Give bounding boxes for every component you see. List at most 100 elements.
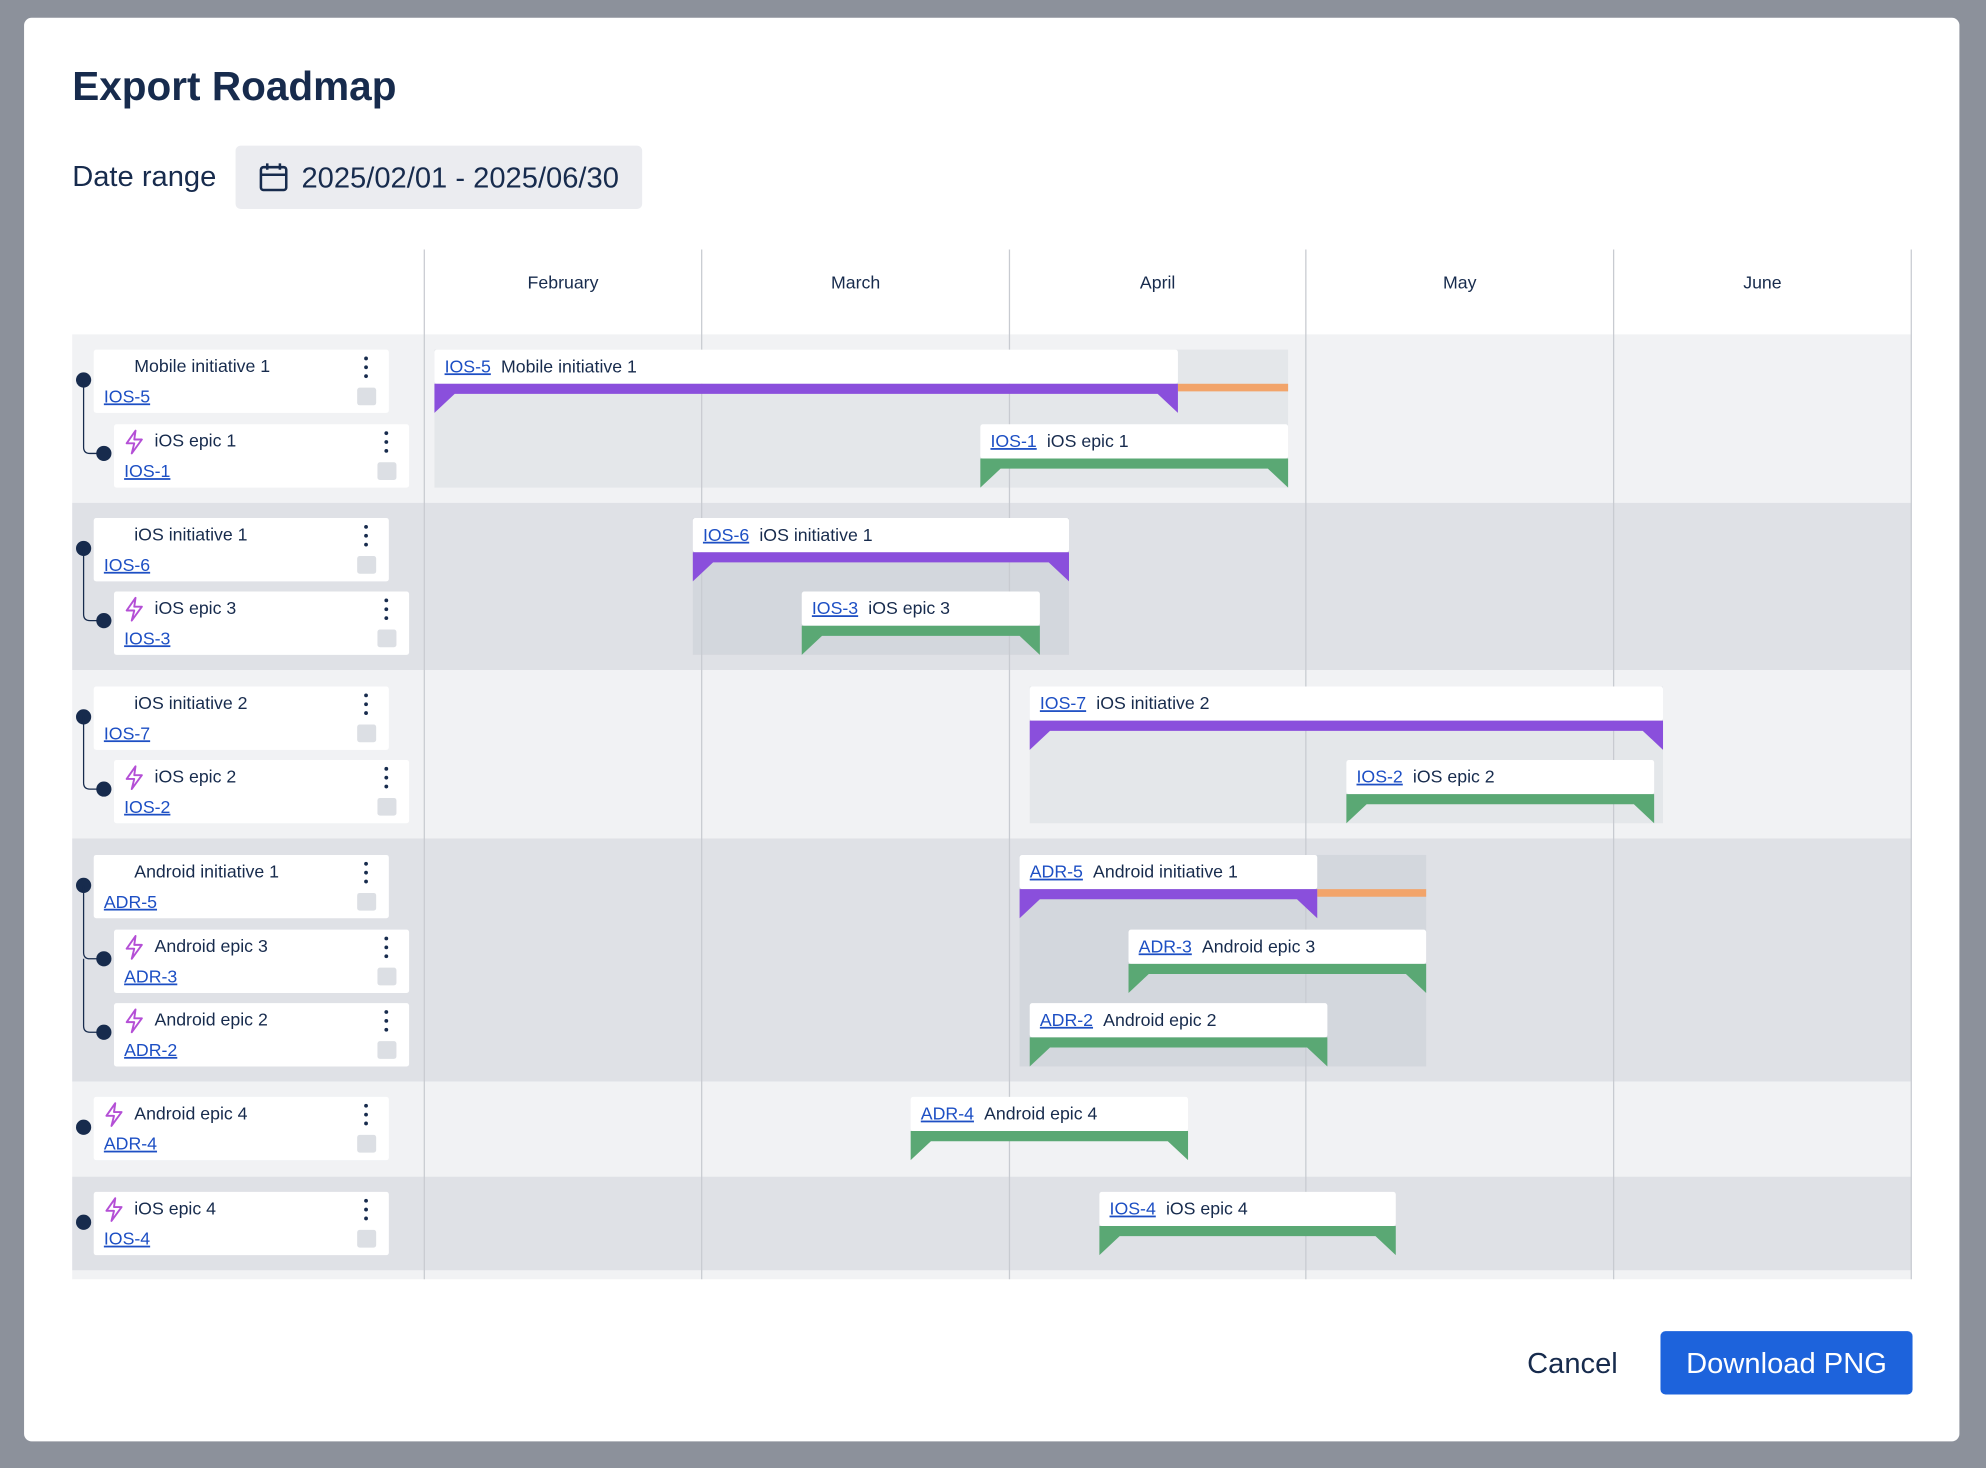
- tree-connector: [82, 547, 99, 622]
- bar-name: iOS initiative 1: [759, 524, 872, 544]
- month-label: March: [831, 272, 880, 292]
- select-box[interactable]: [377, 629, 397, 648]
- menu-dot: [384, 775, 389, 780]
- cancel-button[interactable]: Cancel: [1506, 1331, 1639, 1394]
- select-box[interactable]: [357, 387, 377, 406]
- expand-toggle[interactable]: [96, 1024, 112, 1040]
- menu-dot: [384, 607, 389, 612]
- item-key[interactable]: IOS-7: [104, 723, 150, 743]
- bar-key[interactable]: IOS-4: [1110, 1198, 1156, 1218]
- timeline-bar: [1029, 720, 1664, 750]
- item-key[interactable]: IOS-5: [104, 386, 150, 406]
- bar-key[interactable]: ADR-2: [1040, 1010, 1093, 1030]
- menu-dot: [364, 374, 368, 379]
- bar-name: Android initiative 1: [1093, 861, 1238, 881]
- item-name: Android epic 4: [134, 1103, 247, 1123]
- expand-toggle[interactable]: [96, 445, 112, 462]
- expand-toggle[interactable]: [96, 613, 112, 629]
- select-box[interactable]: [357, 1229, 377, 1248]
- bar-text: IOS-5 Mobile initiative 1: [445, 356, 637, 376]
- menu-dot: [364, 711, 368, 715]
- bar-key[interactable]: ADR-3: [1139, 936, 1192, 956]
- item-key[interactable]: IOS-1: [124, 461, 170, 481]
- bar-extension: [1177, 383, 1289, 392]
- menu-dot: [384, 598, 389, 603]
- bar-key[interactable]: IOS-6: [703, 524, 749, 544]
- bar-name: Mobile initiative 1: [501, 356, 637, 376]
- bar-key[interactable]: IOS-1: [990, 431, 1036, 451]
- expand-toggle[interactable]: [96, 951, 112, 967]
- header-row: [72, 249, 1912, 335]
- item-key[interactable]: ADR-2: [124, 1040, 177, 1060]
- item-key[interactable]: IOS-2: [124, 797, 170, 817]
- epic-icon: [125, 429, 143, 455]
- item-card: [93, 1191, 389, 1256]
- bar-label-box: [1099, 1191, 1396, 1227]
- bar-label-box: [980, 424, 1289, 459]
- expand-toggle[interactable]: [96, 781, 112, 797]
- item-key[interactable]: IOS-4: [104, 1229, 150, 1249]
- menu-dot: [364, 879, 368, 884]
- bar-text: IOS-1 iOS epic 1: [990, 431, 1128, 451]
- select-box[interactable]: [377, 1041, 397, 1059]
- select-box[interactable]: [357, 556, 377, 574]
- epic-icon: [125, 935, 143, 960]
- menu-dot: [384, 936, 389, 941]
- item-key[interactable]: ADR-5: [104, 892, 157, 912]
- timeline-bar: [1346, 794, 1655, 824]
- bar-key[interactable]: IOS-5: [445, 356, 491, 376]
- bar-key[interactable]: IOS-2: [1357, 766, 1403, 786]
- menu-dot: [384, 1010, 389, 1014]
- download-button[interactable]: Download PNG: [1660, 1331, 1913, 1395]
- item-name: iOS initiative 1: [134, 524, 247, 544]
- bar-text: IOS-6 iOS initiative 1: [703, 524, 873, 544]
- bar-label-box: [1029, 686, 1664, 721]
- item-key[interactable]: ADR-3: [124, 966, 177, 986]
- select-box[interactable]: [357, 724, 377, 743]
- select-box[interactable]: [377, 967, 397, 986]
- bar-key[interactable]: IOS-3: [812, 598, 858, 618]
- bar-name: iOS initiative 2: [1096, 693, 1209, 713]
- item-key[interactable]: ADR-4: [104, 1134, 157, 1154]
- timeline-bar: [910, 1131, 1189, 1161]
- item-card: [113, 1003, 410, 1067]
- select-box[interactable]: [377, 462, 397, 481]
- menu-dot: [364, 702, 368, 707]
- item-key[interactable]: IOS-6: [104, 555, 150, 575]
- menu-dot: [364, 861, 368, 866]
- expand-toggle[interactable]: [75, 1119, 92, 1135]
- select-box[interactable]: [377, 797, 397, 816]
- item-card: [113, 424, 410, 488]
- bar-key[interactable]: ADR-5: [1030, 861, 1083, 881]
- month-label: May: [1443, 272, 1477, 292]
- date-range-picker[interactable]: 2025/02/01 - 2025/06/30: [235, 145, 642, 209]
- bar-text: IOS-3 iOS epic 3: [812, 598, 950, 618]
- timeline-bar: [1019, 889, 1318, 919]
- select-box[interactable]: [357, 1134, 377, 1153]
- item-name: iOS epic 2: [155, 766, 237, 786]
- item-name: iOS epic 4: [134, 1198, 216, 1218]
- timeline-bar: [980, 458, 1289, 488]
- menu-dot: [384, 1018, 389, 1023]
- menu-dot: [364, 1121, 368, 1126]
- select-box[interactable]: [357, 892, 377, 911]
- month-label: April: [1140, 272, 1175, 292]
- menu-dot: [364, 542, 368, 547]
- menu-dot: [364, 365, 368, 370]
- grid-tail: [72, 1270, 1912, 1280]
- bar-key[interactable]: IOS-7: [1040, 693, 1086, 713]
- epic-icon: [105, 1102, 123, 1127]
- bar-name: iOS epic 4: [1166, 1198, 1248, 1218]
- menu-dot: [364, 356, 368, 361]
- item-name: Mobile initiative 1: [134, 356, 270, 376]
- menu-dot: [364, 1198, 368, 1203]
- expand-toggle[interactable]: [75, 1214, 92, 1230]
- bar-name: iOS epic 2: [1413, 766, 1495, 786]
- dialog-title: Export Roadmap: [72, 63, 397, 109]
- epic-icon: [125, 1008, 143, 1034]
- bar-key[interactable]: ADR-4: [921, 1103, 974, 1123]
- menu-dot: [364, 1207, 368, 1212]
- item-key[interactable]: IOS-3: [124, 628, 170, 648]
- menu-dot: [364, 524, 368, 529]
